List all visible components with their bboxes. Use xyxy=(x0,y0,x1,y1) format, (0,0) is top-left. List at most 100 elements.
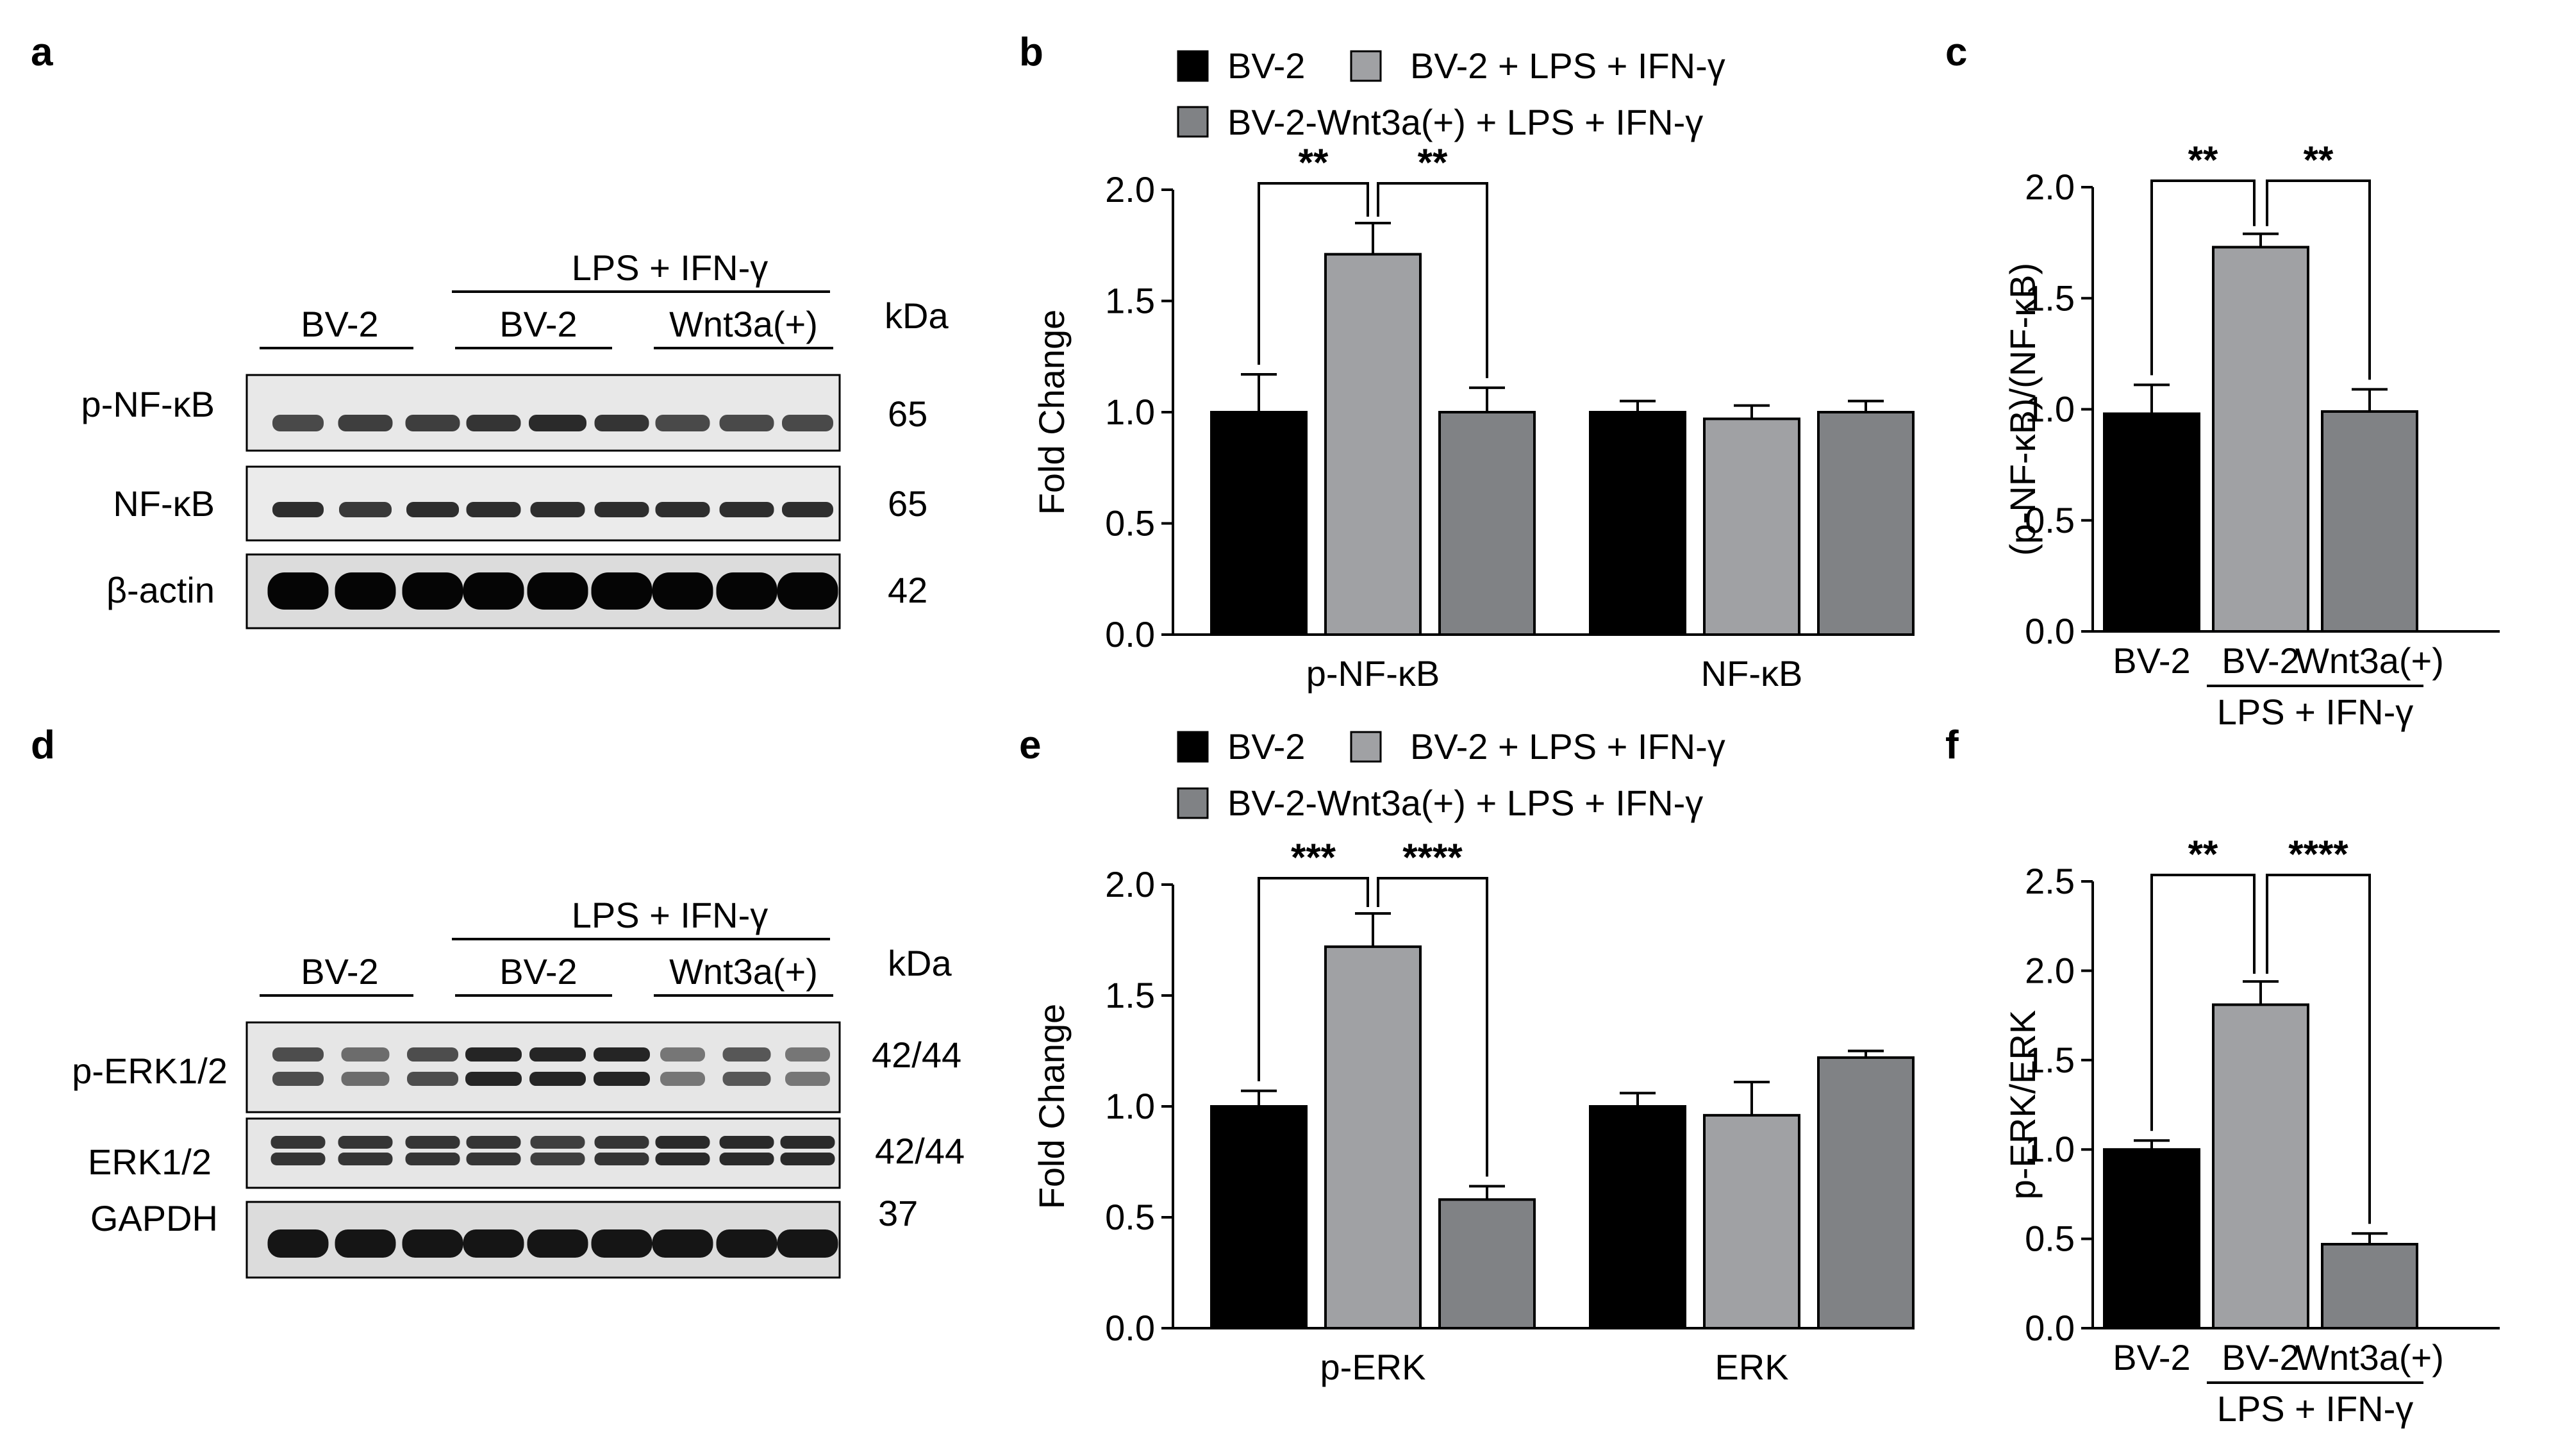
blot-band xyxy=(267,572,329,610)
legend-top-swatch-bv2-lps xyxy=(1350,50,1382,82)
bar xyxy=(1589,1105,1686,1329)
y-tick-label: 1.5 xyxy=(1105,975,1155,1015)
blot-band xyxy=(594,415,649,431)
blot-band xyxy=(466,415,521,431)
blot-band xyxy=(466,502,521,517)
blot-band xyxy=(594,1153,649,1165)
blot-band xyxy=(406,502,459,517)
blot-band xyxy=(716,572,777,610)
blot-a-row-label-3: β-actin xyxy=(106,570,215,610)
bar xyxy=(1703,417,1800,636)
y-tick-label: 1.5 xyxy=(2025,1040,2075,1080)
y-tick-label: 1.0 xyxy=(1105,392,1155,432)
y-tick-label: 2.0 xyxy=(1105,864,1155,904)
significance-label: **** xyxy=(2288,833,2348,876)
western-blot-d: LPS + IFN-γ BV-2 BV-2 Wnt3a(+) kDa p-ERK… xyxy=(72,895,965,1279)
blot-band xyxy=(463,1229,524,1258)
y-axis-label: Fold Change xyxy=(1031,310,1072,515)
y-axis-label: (p-NF-κB)/(NF-κB) xyxy=(2002,263,2043,556)
blot-band xyxy=(465,1072,522,1086)
blot-a-kda-header: kDa xyxy=(885,296,949,336)
blot-band xyxy=(402,1229,463,1258)
blot-band xyxy=(529,1072,586,1086)
significance-bracket xyxy=(2266,179,2371,380)
x-category-label: ERK xyxy=(1715,1347,1788,1387)
chart-b: 0.0 0.5 1.0 1.5 2.0 Fold Change p-NF-κB NF-κB **… xyxy=(1031,141,1915,694)
blot-band xyxy=(722,1072,771,1086)
y-tick-label: 0.5 xyxy=(1105,503,1155,544)
y-axis-label: Fold Change xyxy=(1031,1004,1072,1210)
significance-label: ** xyxy=(1299,141,1329,184)
blot-band xyxy=(338,1136,393,1149)
blot-band xyxy=(530,1136,585,1149)
x-category-label: p-NF-κB xyxy=(1306,653,1440,694)
blot-band xyxy=(529,1047,586,1062)
bar xyxy=(1438,1198,1536,1329)
blot-band xyxy=(267,1229,329,1258)
blot-band xyxy=(466,1136,521,1149)
blot-d-treatment-label: LPS + IFN-γ xyxy=(572,895,769,935)
blot-d-row-label-1: p-ERK1/2 xyxy=(72,1051,228,1091)
blot-band xyxy=(719,1136,774,1149)
blot-band xyxy=(407,1072,458,1086)
legend-top-label-wnt3a: BV-2-Wnt3a(+) + LPS + IFN-γ xyxy=(1227,102,1703,142)
blot-band xyxy=(272,1072,324,1086)
blot-band xyxy=(405,415,460,431)
legend-bottom: BV-2 BV-2 + LPS + IFN-γ BV-2-Wnt3a(+) + … xyxy=(1177,726,1725,823)
x-category-label: BV-2 xyxy=(2222,640,2299,681)
y-tick-label: 1.0 xyxy=(2025,1129,2075,1169)
significance-bracket xyxy=(2266,874,2371,1224)
blot-a-group-2: BV-2 xyxy=(499,304,577,344)
blot-band xyxy=(335,572,396,610)
blot-band xyxy=(465,1047,522,1062)
blot-band xyxy=(782,502,833,517)
panel-label-c: c xyxy=(1945,30,1967,74)
blot-band xyxy=(591,572,652,610)
blot-d-row-kda-3: 37 xyxy=(878,1193,918,1233)
blot-band xyxy=(405,1136,460,1149)
group-label: LPS + IFN-γ xyxy=(2217,1388,2414,1429)
legend-bottom-label-bv2: BV-2 xyxy=(1227,726,1305,767)
blot-a-group-1: BV-2 xyxy=(301,304,378,344)
bar xyxy=(2103,412,2200,633)
bar xyxy=(1589,411,1686,636)
bar xyxy=(1210,1105,1308,1329)
blot-band xyxy=(405,1153,460,1165)
blot-a-group-3: Wnt3a(+) xyxy=(669,304,818,344)
blot-band xyxy=(338,1153,393,1165)
y-tick-label: 1.0 xyxy=(2025,389,2075,429)
y-tick-label: 0.5 xyxy=(2025,1219,2075,1259)
legend-bottom-label-wnt3a: BV-2-Wnt3a(+) + LPS + IFN-γ xyxy=(1227,783,1703,823)
bar xyxy=(2321,410,2418,633)
blot-band xyxy=(272,1047,324,1062)
blot-band xyxy=(655,1153,710,1165)
blot-a-bands xyxy=(267,415,838,610)
significance-label: ** xyxy=(1418,141,1448,184)
blot-a-row-label-2: NF-κB xyxy=(113,483,215,524)
bar xyxy=(1324,945,1422,1329)
western-blot-a: LPS + IFN-γ BV-2 BV-2 Wnt3a(+) kDa p-NF-… xyxy=(81,247,949,629)
y-tick-label: 0.0 xyxy=(2025,611,2075,651)
significance-label: ** xyxy=(2304,138,2334,181)
blot-band xyxy=(270,1136,326,1149)
blot-d-bands xyxy=(267,1047,838,1258)
bar xyxy=(1817,1056,1915,1329)
blot-band xyxy=(402,572,463,610)
blot-band xyxy=(782,415,833,431)
bar xyxy=(1703,1113,1800,1329)
blot-band xyxy=(716,1229,777,1258)
blot-band xyxy=(785,1047,830,1062)
blot-d-group-1: BV-2 xyxy=(301,951,378,992)
blot-band xyxy=(407,1047,458,1062)
blot-band xyxy=(591,1229,652,1258)
blot-band xyxy=(335,1229,396,1258)
blot-band xyxy=(530,502,585,517)
blot-d-group-2: BV-2 xyxy=(499,951,577,992)
x-category-label: BV-2 xyxy=(2113,1337,2190,1378)
blot-band xyxy=(529,415,586,431)
blot-band xyxy=(466,1153,521,1165)
bar xyxy=(1438,411,1536,636)
x-category-label: BV-2 xyxy=(2222,1337,2299,1378)
panel-label-d: d xyxy=(31,723,55,767)
